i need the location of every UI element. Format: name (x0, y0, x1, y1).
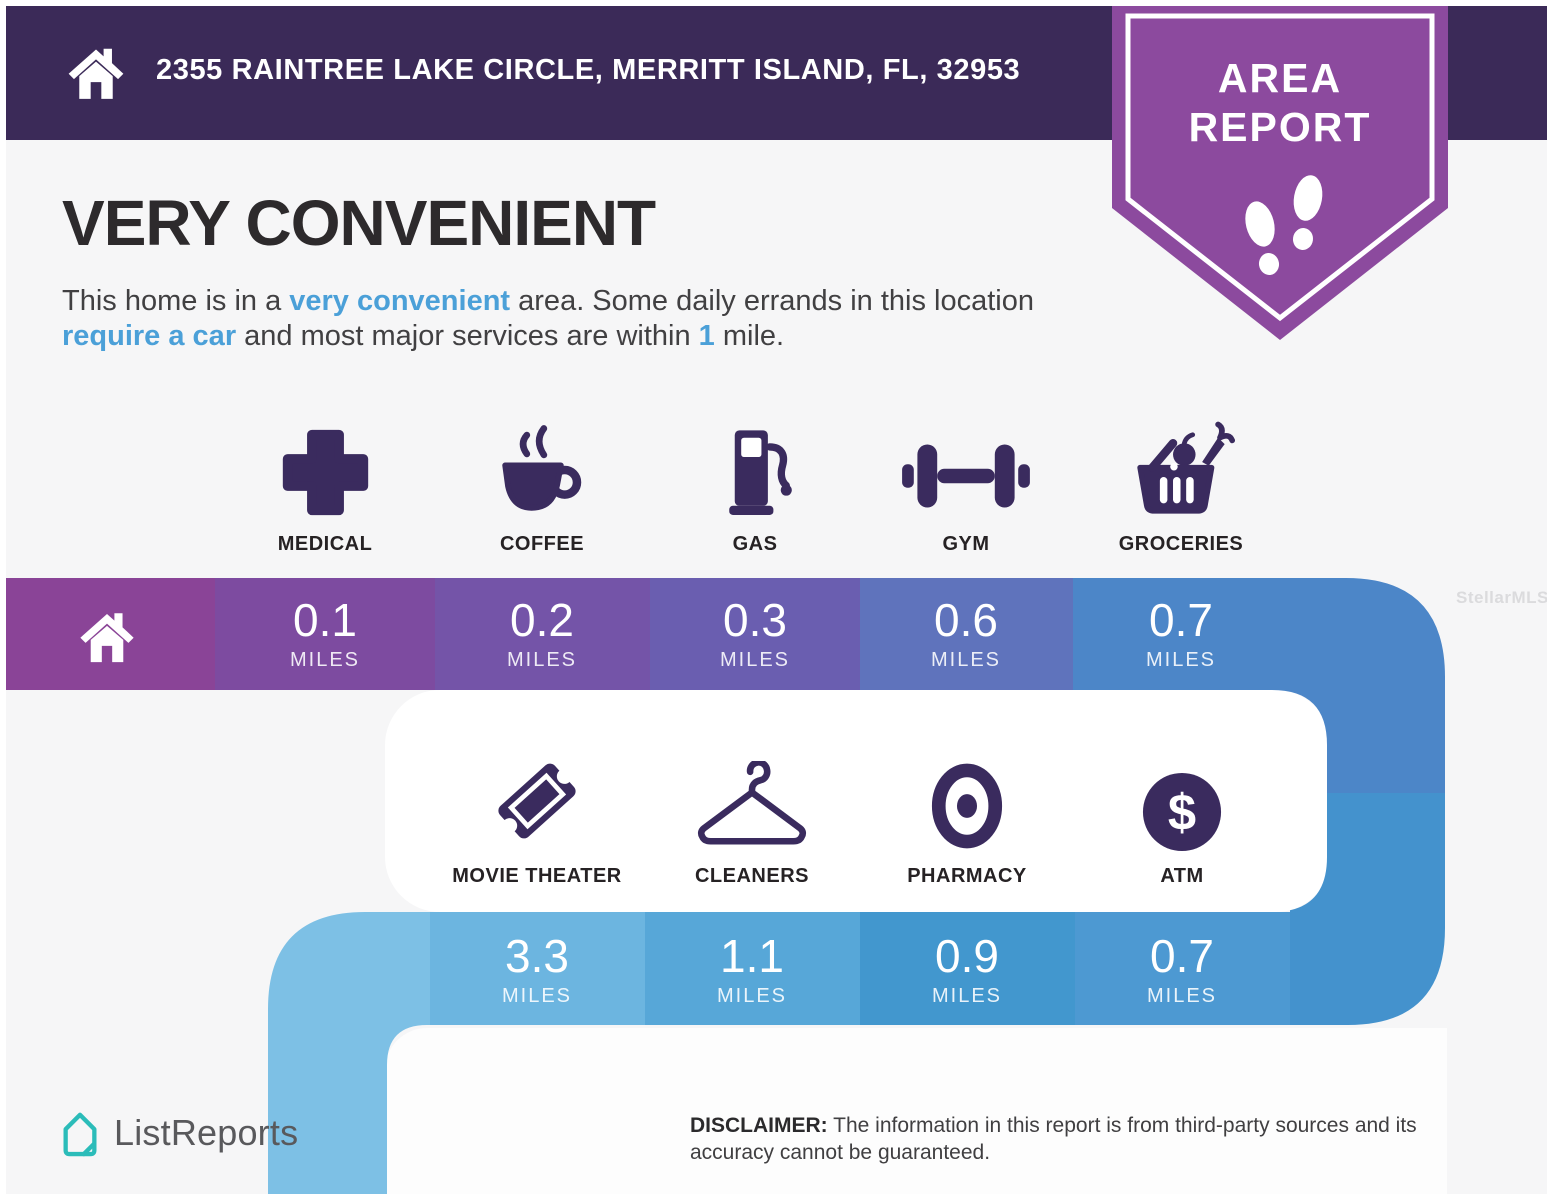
cell-pharmacy (860, 912, 1075, 1028)
service-gym: GYM (856, 392, 1076, 556)
home-icon (80, 613, 134, 663)
page-title: VERY CONVENIENT (62, 187, 656, 259)
highlight-require-a-car: require a car (62, 320, 237, 353)
cell-movie-theater (430, 912, 645, 1028)
service-label: GYM (942, 533, 990, 555)
service-label: MEDICAL (277, 533, 373, 555)
cell-medical (215, 578, 435, 690)
service-atm: $ ATM (1067, 738, 1297, 888)
distance-medical: 0.1 MILES (289, 593, 361, 671)
target-icon (926, 759, 1008, 853)
area-report-badge: AREA REPORT (1112, 0, 1448, 340)
grocery-basket-icon (1127, 419, 1235, 521)
service-label: CLEANERS (694, 865, 809, 887)
gas-pump-icon (709, 417, 801, 521)
highlight-one-mile: 1 (698, 320, 715, 353)
listreports-logo: ListReports (58, 1108, 298, 1158)
lower-connector (1290, 793, 1445, 1025)
distance-movie-theater: 3.3 MILES (501, 929, 573, 1007)
service-gas: GAS (645, 392, 865, 556)
medical-cross-icon (277, 424, 374, 521)
property-address: 2355 RAINTREE LAKE CIRCLE, MERRITT ISLAN… (156, 53, 1021, 86)
service-cleaners: CLEANERS (637, 738, 867, 888)
service-label: ATM (1160, 865, 1204, 887)
badge-line2: REPORT (1189, 104, 1372, 150)
dollar-circle-icon: $ (1141, 771, 1223, 853)
summary-text: This home is in a very convenient area. … (62, 285, 1034, 353)
service-label: GROCERIES (1118, 533, 1244, 555)
listreports-house-icon (63, 1112, 97, 1157)
distance-cleaners: 1.1 MILES (716, 929, 788, 1007)
service-label: MOVIE THEATER (452, 865, 622, 887)
service-label: PHARMACY (907, 865, 1027, 887)
brand-name: ListReports (114, 1112, 299, 1153)
coffee-cup-icon (490, 421, 594, 521)
cell-cleaners (645, 912, 860, 1028)
distance-pharmacy: 0.9 MILES (931, 929, 1003, 1007)
cell-atm (1075, 912, 1290, 1028)
service-groceries: GROCERIES (1071, 392, 1291, 556)
cell-gym (860, 578, 1073, 690)
stellar-mls-watermark: StellarMLS (1456, 588, 1549, 607)
disclaimer-text: DISCLAIMER: The information in this repo… (690, 1114, 1417, 1165)
dumbbell-icon (897, 431, 1035, 521)
highlight-very-convenient: very convenient (289, 285, 511, 317)
badge-shape (1112, 0, 1448, 340)
footprints-icon (1245, 175, 1323, 275)
service-coffee: COFFEE (432, 392, 652, 556)
service-pharmacy: PHARMACY (852, 738, 1082, 888)
distance-groceries: 0.7 MILES (1145, 593, 1217, 671)
badge-line1: AREA (1218, 55, 1342, 101)
service-movie-theater: MOVIE THEATER (422, 738, 652, 888)
distance-gym: 0.6 MILES (930, 593, 1002, 671)
svg-text:$: $ (1168, 784, 1196, 841)
hanger-icon (691, 761, 813, 853)
distance-path-graphic (0, 578, 1445, 1200)
service-label: GAS (732, 533, 778, 555)
bottom-cutout-card (385, 1028, 1447, 1200)
distance-gas: 0.3 MILES (719, 593, 791, 671)
distance-atm: 0.7 MILES (1146, 929, 1218, 1007)
service-label: COFFEE (499, 533, 585, 555)
home-icon (68, 48, 124, 99)
cell-coffee (435, 578, 650, 690)
movie-ticket-icon (485, 749, 589, 853)
service-medical: MEDICAL (215, 392, 435, 556)
distance-coffee: 0.2 MILES (506, 593, 578, 671)
cell-gas (650, 578, 860, 690)
